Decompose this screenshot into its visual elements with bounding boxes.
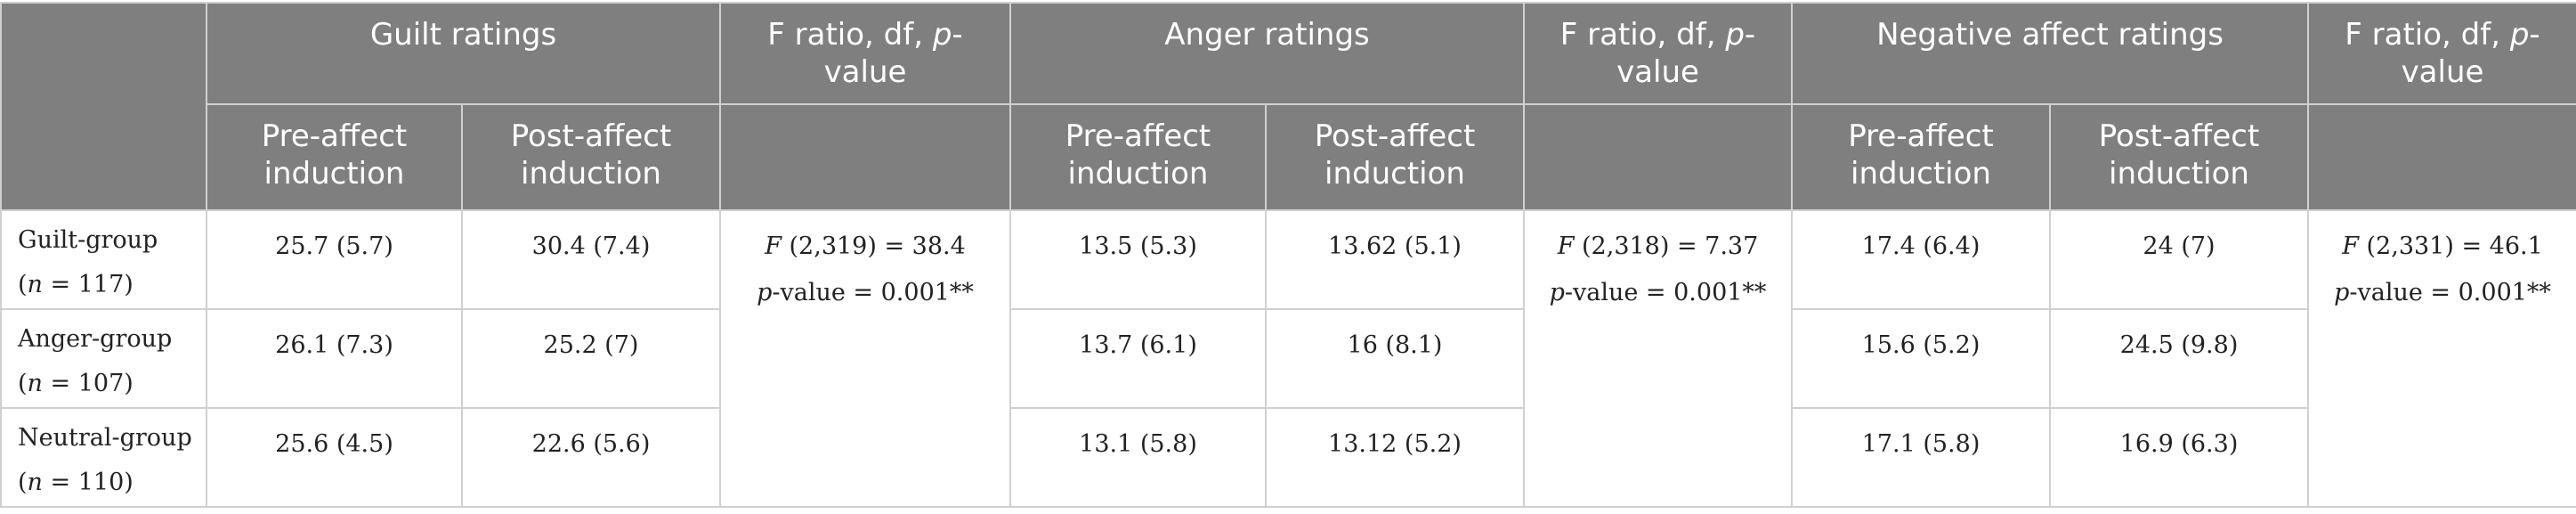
header-guilt-fratio-empty (719, 103, 1011, 211)
p-symbol: p (757, 279, 773, 306)
guilt-post-cell: 30.4 (7.4) (461, 209, 721, 310)
anger-p-stat: p-value = 0.001** (1534, 270, 1782, 316)
f-symbol: F (765, 233, 782, 260)
negative-post-cell: 16.9 (6.3) (2049, 407, 2309, 508)
header-anger-fratio: F ratio, df, p-value (1523, 2, 1793, 105)
group-n: (n = 110) (18, 461, 197, 505)
f-df-value: (2,319) = 38.4 (781, 233, 966, 260)
p-value: -value = 0.001** (772, 279, 974, 306)
header-negative-fratio-empty (2307, 103, 2576, 211)
group-n: (n = 117) (18, 263, 197, 307)
p-symbol: p (1549, 279, 1565, 306)
fratio-prefix: F ratio, df, (767, 17, 933, 53)
header-negative-pre: Pre-affect induction (1791, 103, 2051, 211)
f-df-value: (2,318) = 7.37 (1574, 233, 1759, 260)
anger-stats-cell: F (2,318) = 7.37 p-value = 0.001** (1523, 209, 1793, 508)
p-symbol: p (2334, 279, 2350, 306)
anger-post-cell: 16 (8.1) (1265, 308, 1525, 409)
negative-pre-cell: 15.6 (5.2) (1791, 308, 2051, 409)
anger-post-cell: 13.62 (5.1) (1265, 209, 1525, 310)
guilt-pre-cell: 25.7 (5.7) (206, 209, 463, 310)
fratio-suffix: -value (1616, 17, 1756, 90)
anger-pre-cell: 13.5 (5.3) (1009, 209, 1267, 310)
f-df-value: (2,331) = 46.1 (2358, 233, 2543, 260)
header-anger-pre: Pre-affect induction (1009, 103, 1267, 211)
f-symbol: F (2342, 233, 2359, 260)
header-guilt-pre: Pre-affect induction (206, 103, 463, 211)
anger-pre-cell: 13.7 (6.1) (1009, 308, 1267, 409)
table-row: Neutral-group (n = 110) 25.6 (4.5) 22.6 … (0, 407, 2576, 508)
negative-stats-cell: F (2,331) = 46.1 p-value = 0.001** (2307, 209, 2576, 508)
n-open: ( (18, 370, 28, 397)
p-value: -value = 0.001** (1564, 279, 1767, 306)
n-value: = 117) (42, 271, 134, 298)
header-negative-post: Post-affect induction (2049, 103, 2309, 211)
guilt-post-cell: 22.6 (5.6) (461, 407, 721, 508)
group-name: Guilt-group (18, 226, 158, 254)
anger-pre-cell: 13.1 (5.8) (1009, 407, 1267, 508)
header-empty-cell (0, 2, 207, 211)
header-negative-fratio: F ratio, df, p-value (2307, 2, 2576, 105)
group-name: Anger-group (18, 325, 173, 353)
f-symbol: F (1557, 233, 1575, 260)
header-negative-ratings: Negative affect ratings (1791, 2, 2309, 105)
anger-post-cell: 13.12 (5.2) (1265, 407, 1525, 508)
negative-pre-cell: 17.1 (5.8) (1791, 407, 2051, 508)
table-row: Guilt-group (n = 117) 25.7 (5.7) 30.4 (7… (0, 209, 2576, 508)
guilt-stats-cell: F (2,319) = 38.4 p-value = 0.001** (719, 209, 1011, 508)
n-symbol: n (27, 370, 43, 397)
header-guilt-ratings: Guilt ratings (206, 2, 721, 105)
n-open: ( (18, 271, 28, 298)
fratio-p: p (2509, 17, 2530, 53)
negative-post-cell: 24 (7) (2049, 209, 2309, 310)
fratio-p: p (932, 17, 952, 53)
header-anger-post: Post-affect induction (1265, 103, 1525, 211)
guilt-f-stat: F (2,319) = 38.4 (730, 224, 1000, 270)
group-label-cell: Anger-group (n = 107) (0, 308, 207, 409)
table-row: Anger-group (n = 107) 26.1 (7.3) 25.2 (7… (0, 308, 2576, 409)
group-name: Neutral-group (18, 424, 192, 452)
n-value: = 107) (42, 370, 134, 397)
guilt-pre-cell: 25.6 (4.5) (206, 407, 463, 508)
group-label-cell: Neutral-group (n = 110) (0, 407, 207, 508)
fratio-prefix: F ratio, df, (1559, 17, 1726, 53)
negative-post-cell: 24.5 (9.8) (2049, 308, 2309, 409)
fratio-suffix: -value (823, 17, 963, 90)
n-value: = 110) (42, 469, 134, 496)
n-symbol: n (27, 271, 43, 298)
group-n: (n = 107) (18, 362, 197, 406)
header-guilt-post: Post-affect induction (461, 103, 721, 211)
negative-p-stat: p-value = 0.001** (2318, 270, 2567, 316)
p-value: -value = 0.001** (2349, 279, 2551, 306)
fratio-p: p (1725, 17, 1745, 53)
n-symbol: n (27, 469, 43, 496)
negative-pre-cell: 17.4 (6.4) (1791, 209, 2051, 310)
fratio-prefix: F ratio, df, (2345, 17, 2510, 53)
header-anger-ratings: Anger ratings (1009, 2, 1525, 105)
negative-f-stat: F (2,331) = 46.1 (2318, 224, 2567, 270)
header-row-1: Guilt ratings F ratio, df, p-value Anger… (0, 2, 2576, 211)
guilt-p-stat: p-value = 0.001** (730, 270, 1000, 316)
header-guilt-fratio: F ratio, df, p-value (719, 2, 1011, 105)
header-row-2: Pre-affect induction Post-affect inducti… (1, 103, 2576, 211)
header-anger-fratio-empty (1523, 103, 1793, 211)
guilt-post-cell: 25.2 (7) (461, 308, 721, 409)
guilt-pre-cell: 26.1 (7.3) (206, 308, 463, 409)
anger-f-stat: F (2,318) = 7.37 (1534, 224, 1782, 270)
n-open: ( (18, 469, 28, 496)
group-label-cell: Guilt-group (n = 117) (0, 209, 207, 310)
fratio-suffix: -value (2401, 17, 2540, 90)
